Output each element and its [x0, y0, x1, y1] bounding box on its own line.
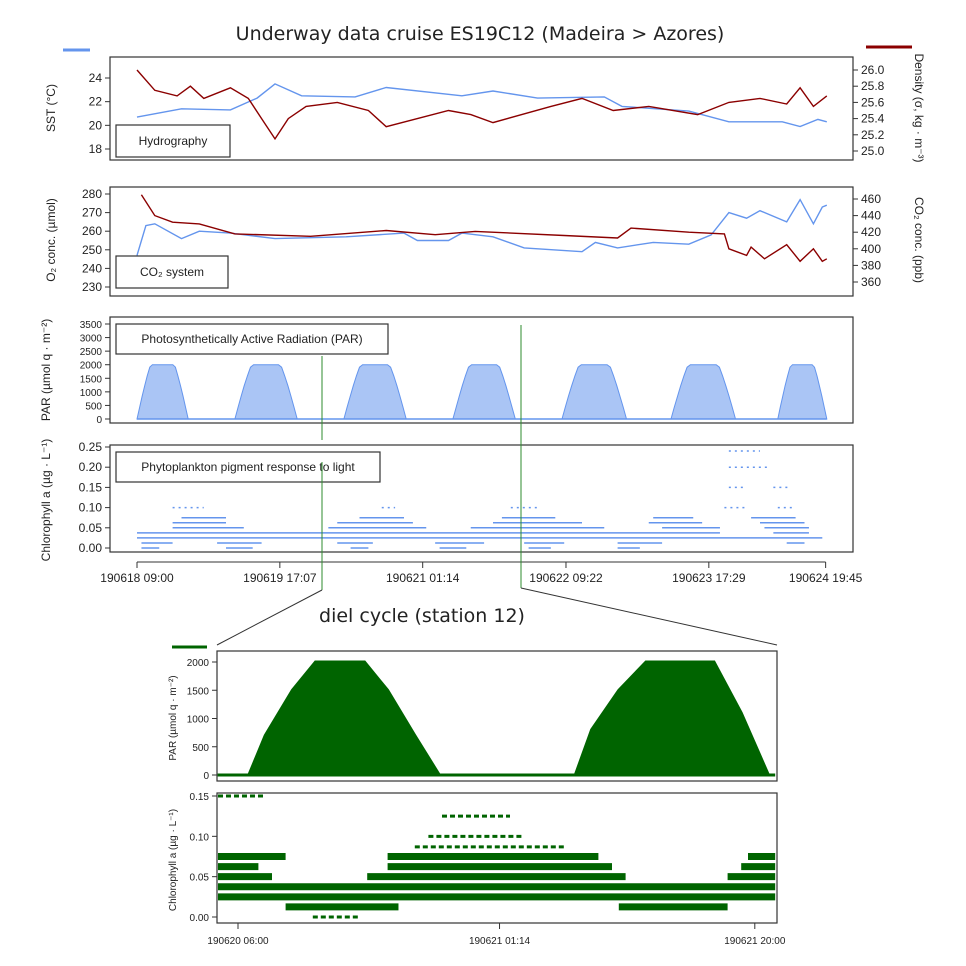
diel-chl-axis-tick-label: 0.00 — [190, 913, 210, 924]
chl-axis-tick-label: 0.25 — [79, 440, 103, 454]
diel-par-panel — [216, 650, 778, 782]
chl-label: Phytoplankton pigment response to light — [141, 460, 355, 474]
par-axis-tick-label: 3500 — [80, 320, 103, 331]
diel-x-tick-label: 190621 20:00 — [724, 936, 786, 947]
par-day-1 — [136, 364, 189, 420]
par-axis-tick-label: 2000 — [80, 361, 103, 372]
sst-axis-tick-label: 22 — [89, 95, 103, 109]
chl-axis-tick-label: 0.20 — [79, 460, 103, 474]
o2-axis-label: O₂ conc. (µmol) — [44, 198, 58, 282]
co2-axis-tick-label: 440 — [861, 209, 881, 223]
diel-par-axis-tick-label: 1500 — [187, 686, 210, 697]
co2-system-label: CO₂ system — [140, 265, 204, 279]
chl-axis-tick-label: 0.10 — [79, 501, 103, 515]
par-day-4 — [452, 364, 516, 420]
density-line — [136, 69, 828, 141]
o2-line — [136, 198, 828, 256]
co2-line — [140, 194, 828, 263]
hydrography-panel — [109, 56, 854, 161]
sst-line — [136, 83, 827, 128]
sst-axis-tick-label: 18 — [89, 142, 103, 156]
density-axis-label: Density (σ, kg · m⁻³) — [912, 53, 926, 162]
o2-axis-tick-label: 260 — [82, 224, 102, 238]
par-axis-tick-label: 500 — [85, 401, 102, 412]
density-axis-tick-label: 26.0 — [861, 63, 885, 77]
par-axis-tick-label: 0 — [96, 415, 102, 426]
co2-axis-label: CO₂ conc. (ppb) — [912, 197, 926, 283]
co2-axis-tick-label: 460 — [861, 192, 881, 206]
par-day-3 — [343, 364, 407, 420]
x-tick-label: 190624 19:45 — [789, 571, 863, 585]
zoom-connector-left — [216, 589, 323, 646]
diel-par-area — [217, 660, 776, 777]
par-panel — [109, 316, 854, 424]
density-axis-tick-label: 25.2 — [861, 128, 885, 142]
o2-axis-tick-label: 240 — [82, 261, 102, 275]
hydrography-label-box — [115, 124, 231, 158]
sst-axis-label: SST (°C) — [44, 84, 58, 132]
diel-chl-axis-tick-label: 0.15 — [190, 792, 210, 803]
co2-axis-tick-label: 400 — [861, 242, 881, 256]
x-tick-label: 190621 01:14 — [386, 571, 460, 585]
chlorophyll-panel — [109, 444, 854, 553]
chl-axis-tick-label: 0.05 — [79, 521, 103, 535]
diel-par-axis-tick-label: 2000 — [187, 658, 210, 669]
x-tick-label: 190622 09:22 — [529, 571, 603, 585]
diel-par-axis-label: PAR (µmol q · m⁻²) — [168, 675, 179, 760]
density-axis-tick-label: 25.8 — [861, 79, 885, 93]
co2-system-label-box — [115, 255, 229, 289]
par-axis-label: PAR (µmol q · m⁻²) — [39, 319, 53, 421]
diel-subtitle: diel cycle (station 12) — [319, 605, 525, 627]
x-tick-label: 190623 17:29 — [672, 571, 746, 585]
x-tick-label: 190618 09:00 — [100, 571, 174, 585]
diel-par-axis-tick-label: 500 — [192, 743, 209, 754]
par-day-7 — [777, 364, 828, 420]
par-day-6 — [670, 364, 737, 420]
chart-title: Underway data cruise ES19C12 (Madeira > … — [236, 23, 725, 45]
hydrography-label: Hydrography — [139, 134, 208, 148]
par-axis-tick-label: 1000 — [80, 388, 103, 399]
sst-axis-tick-label: 24 — [89, 71, 103, 85]
diel-par-axis-tick-label: 1000 — [187, 715, 210, 726]
diel-x-tick-label: 190621 01:14 — [469, 936, 531, 947]
par-axis-tick-label: 2500 — [80, 347, 103, 358]
co2-axis-tick-label: 380 — [861, 258, 881, 272]
diel-chl-axis-tick-label: 0.10 — [190, 832, 210, 843]
par-axis-tick-label: 3000 — [80, 334, 103, 345]
diel-x-tick-label: 190620 06:00 — [207, 936, 269, 947]
par-label: Photosynthetically Active Radiation (PAR… — [141, 332, 362, 346]
co2-axis-tick-label: 420 — [861, 225, 881, 239]
o2-axis-tick-label: 280 — [82, 187, 102, 201]
density-axis-tick-label: 25.4 — [861, 112, 885, 126]
o2-axis-tick-label: 230 — [82, 280, 102, 294]
diel-chl-axis-tick-label: 0.05 — [190, 873, 210, 884]
o2-axis-tick-label: 270 — [82, 206, 102, 220]
chl-label-box — [115, 451, 381, 483]
diel-chl-axis-label: Chlorophyll a (µg · L⁻¹) — [168, 809, 179, 911]
o2-axis-tick-label: 250 — [82, 243, 102, 257]
density-axis-tick-label: 25.6 — [861, 95, 885, 109]
co2-panel — [109, 186, 854, 297]
par-day-5 — [561, 364, 628, 420]
density-axis-tick-label: 25.0 — [861, 144, 885, 158]
chl-axis-tick-label: 0.15 — [79, 480, 103, 494]
chl-axis-label: Chlorophyll a (µg · L⁻¹) — [39, 439, 53, 562]
par-day-2 — [234, 364, 298, 420]
diel-par-axis-tick-label: 0 — [203, 771, 209, 782]
chl-axis-tick-label: 0.00 — [79, 541, 103, 555]
zoom-connector-right — [520, 587, 778, 646]
co2-axis-tick-label: 360 — [861, 275, 881, 289]
sst-axis-tick-label: 20 — [89, 118, 103, 132]
diel-chl-panel — [216, 792, 778, 924]
par-axis-tick-label: 1500 — [80, 374, 103, 385]
x-tick-label: 190619 17:07 — [243, 571, 317, 585]
par-label-box — [115, 323, 389, 355]
